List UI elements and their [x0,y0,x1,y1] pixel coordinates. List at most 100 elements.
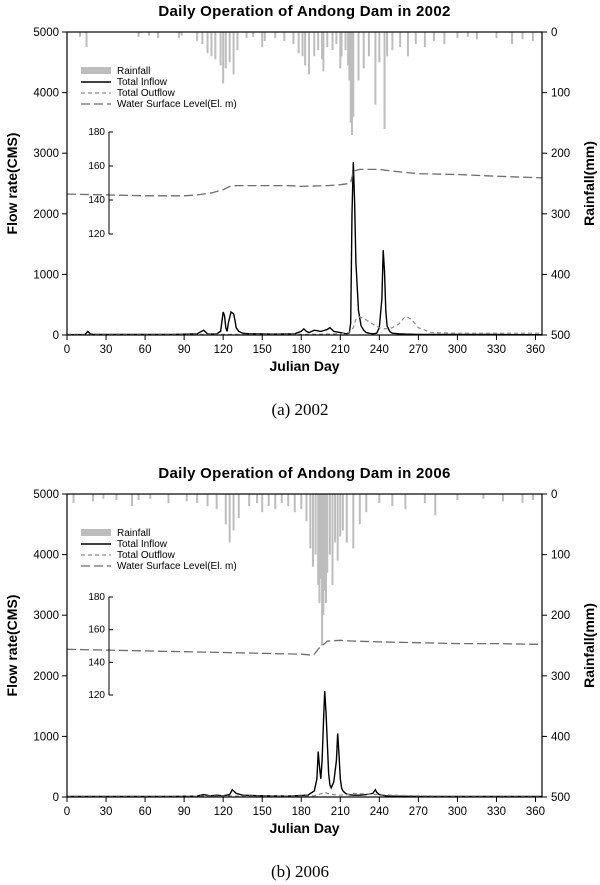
rainfall-bar [482,494,485,499]
y-left-axis-label: Flow rate(CMS) [4,133,20,235]
y-right-tick-label: 500 [551,330,570,342]
total-inflow-line [66,162,543,336]
y-left-tick-label: 4000 [33,88,59,100]
rainfall-bar [274,32,277,39]
rainfall-bar [149,494,152,499]
y-right-tick-label: 300 [551,209,570,221]
rainfall-bar [157,32,160,39]
x-tick-label: 60 [139,806,152,818]
y-right-tick-label: 200 [551,148,570,160]
y-right-axis-label: Rainfall(mm) [581,141,597,226]
rainfall-bar [386,32,389,57]
chart-title: Daily Operation of Andong Dam in 2006 [158,465,450,482]
rainfall-bar [391,494,394,507]
y-right-axis-label: Rainfall(mm) [581,603,597,688]
rainfall-bar [167,494,170,504]
rainfall-bar [137,494,140,501]
x-tick-label: 330 [487,806,506,818]
legend-outflow-label: Total Outflow [117,550,176,561]
rainfall-bar [357,32,360,81]
rainfall-bar [456,494,459,501]
x-tick-label: 210 [331,344,350,356]
rainfall-bar [147,32,150,36]
x-axis-label: Julian Day [269,820,339,836]
y-right-tick-label: 500 [551,792,570,804]
rainfall-bar [521,494,524,504]
rainfall-bar [495,32,498,39]
rainfall-bar [137,32,140,37]
x-tick-label: 360 [526,806,545,818]
rainfall-bar [201,32,204,45]
rainfall-bar [456,32,459,39]
rainfall-bar [335,32,338,45]
total-outflow-line [67,316,542,335]
rainfall-bar [321,494,324,646]
x-tick-label: 150 [253,806,272,818]
level-tick-label: 140 [88,657,105,668]
rainfall-bar [228,494,231,543]
rainfall-bar [263,32,266,42]
y-right-tick-label: 300 [551,671,570,683]
legend-level-label: Water Surface Level(El. m) [117,99,237,110]
rainfall-bar [339,494,342,537]
x-tick-label: 360 [526,344,545,356]
rainfall-bar [115,494,118,501]
rainfall-bar [434,494,437,516]
level-tick-label: 180 [88,592,105,603]
rainfall-bar [92,494,95,502]
rainfall-bar [274,494,277,510]
rainfall-bar [531,32,534,42]
x-tick-label: 240 [370,344,389,356]
rainfall-bar [324,494,327,604]
rainfall-bar [331,32,334,51]
x-tick-label: 180 [292,344,311,356]
legend-rainfall-swatch [81,67,111,74]
level-tick-label: 160 [88,161,105,172]
y-right-tick-label: 400 [551,269,570,281]
rainfall-bar [72,494,75,504]
rainfall-bar [256,494,258,504]
rainfall-bar [85,32,88,48]
rainfall-bar [224,494,227,525]
legend-level-label: Water Surface Level(El. m) [117,561,237,572]
rainfall-bar [336,494,339,561]
rainfall-bar [292,32,295,45]
level-tick-label: 120 [88,229,105,240]
rainfall-bar [358,494,361,525]
y-left-tick-label: 0 [53,792,59,804]
rainfall-bar [423,494,426,504]
rainfall-bar [391,32,394,51]
x-tick-label: 300 [448,344,467,356]
x-tick-label: 210 [331,806,350,818]
y-left-tick-label: 4000 [33,550,59,562]
rainfall-bar [349,32,352,123]
rainfall-bar [344,32,347,51]
rainfall-bar [79,32,82,37]
rainfall-bar [224,32,227,69]
rainfall-bar [131,494,134,507]
rainfall-bar [328,494,331,555]
rainfall-bar [261,494,264,513]
level-tick-label: 180 [88,127,105,138]
rainfall-bar [334,494,337,543]
y-left-tick-label: 2000 [33,209,59,221]
x-tick-label: 30 [100,806,113,818]
plot-frame [66,493,543,798]
level-tick-label: 140 [88,195,105,206]
rainfall-bar [215,494,218,510]
rainfall-bar [232,494,235,531]
rainfall-bar [347,32,350,66]
x-tick-label: 90 [178,806,191,818]
x-tick-label: 0 [64,806,70,818]
rainfall-bar [196,32,199,42]
rainfall-bar [367,32,370,57]
y-left-tick-label: 5000 [33,27,59,39]
rainfall-bar [102,494,105,499]
y-right-tick-label: 0 [551,489,557,501]
rainfall-bar [443,32,446,45]
y-left-axis-label: Flow rate(CMS) [4,595,20,697]
rainfall-bar [521,32,524,40]
total-inflow-line [66,690,543,798]
rainfall-bar [313,32,316,57]
x-tick-label: 270 [409,806,428,818]
